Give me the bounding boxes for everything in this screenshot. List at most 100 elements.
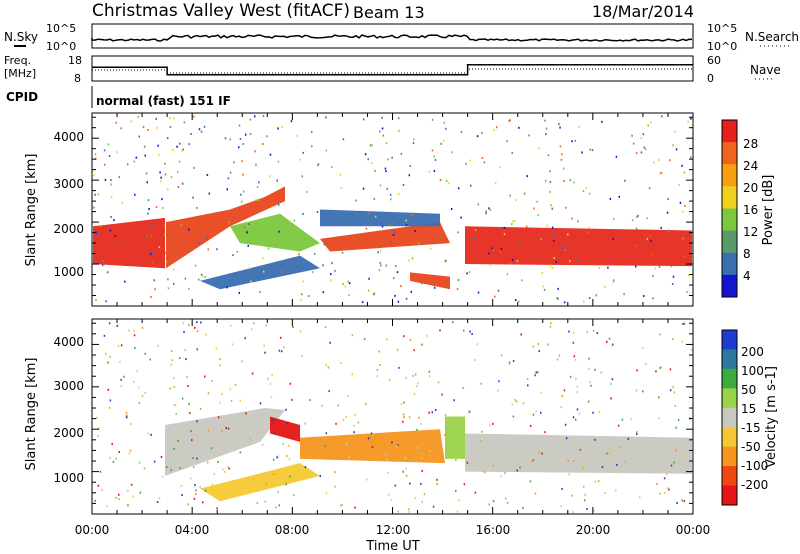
- velocity-speckle: [488, 503, 490, 506]
- power-speckle: [444, 260, 447, 263]
- power-speckle: [110, 183, 113, 186]
- power-speckle: [601, 120, 603, 123]
- power-speckle: [559, 245, 561, 248]
- velocity-speckle: [95, 416, 98, 419]
- velocity-speckle: [253, 322, 255, 325]
- velocity-speckle: [663, 477, 666, 480]
- velocity-speckle: [402, 413, 405, 416]
- nsearch-tick-top: 10^5: [707, 22, 737, 35]
- power-speckle: [686, 290, 688, 293]
- power-speckle: [542, 285, 545, 288]
- power-speckle: [227, 177, 230, 180]
- power-speckle: [342, 283, 344, 286]
- power-speckle: [204, 275, 207, 278]
- power-colorbar: [721, 119, 738, 298]
- velocity-speckle: [195, 489, 197, 492]
- velocity-speckle: [434, 408, 437, 411]
- power-speckle: [385, 142, 388, 145]
- velocity-speckle: [120, 344, 123, 347]
- power-speckle: [188, 288, 190, 291]
- velocity-speckle: [492, 464, 494, 467]
- velocity-speckle: [611, 344, 613, 347]
- velocity-data-layer: [94, 321, 693, 513]
- power-speckle: [316, 211, 319, 214]
- velocity-speckle: [421, 500, 423, 503]
- power-speckle: [105, 300, 107, 303]
- power-speckle: [682, 237, 684, 240]
- velocity-speckle: [421, 343, 423, 346]
- velocity-speckle: [141, 326, 144, 329]
- velocity-speckle: [568, 330, 570, 333]
- power-speckle: [549, 180, 552, 183]
- velocity-speckle: [335, 422, 337, 425]
- power-speckle: [347, 280, 349, 283]
- velocity-speckle: [271, 374, 273, 377]
- vel-cb-tick-50: 50: [741, 383, 756, 397]
- power-speckle: [540, 238, 542, 241]
- power-speckle: [356, 212, 358, 215]
- velocity-speckle: [492, 500, 495, 503]
- velocity-speckle: [281, 350, 283, 353]
- vel-cb-tick-15: 15: [741, 402, 756, 416]
- velocity-speckle: [547, 343, 549, 346]
- velocity-speckle: [285, 455, 288, 458]
- power-speckle: [439, 235, 441, 238]
- velocity-speckle: [160, 456, 163, 459]
- velocity-speckle: [474, 359, 476, 362]
- power-speckle: [95, 298, 97, 301]
- power-speckle: [658, 158, 660, 161]
- power-speckle: [543, 288, 546, 291]
- nsky-tick-top: 10^5: [46, 22, 76, 35]
- power-speckle: [267, 247, 270, 250]
- power-speckle: [612, 279, 615, 282]
- velocity-speckle: [376, 368, 379, 371]
- power-speckle: [310, 130, 313, 133]
- velocity-speckle: [522, 402, 525, 405]
- velocity-speckle: [400, 402, 403, 405]
- velocity-speckle: [408, 416, 411, 419]
- power-speckle: [256, 185, 259, 188]
- power-speckle: [384, 167, 387, 170]
- velocity-speckle: [103, 334, 106, 337]
- velocity-speckle: [284, 430, 287, 433]
- power-speckle: [313, 252, 316, 255]
- velocity-speckle: [183, 331, 185, 334]
- velocity-colorbar-label: Velocity [m s-1]: [764, 366, 779, 468]
- power-speckle: [325, 149, 328, 152]
- nave-tick-top: 60: [707, 54, 721, 67]
- power-speckle: [311, 145, 313, 148]
- power-speckle: [243, 226, 246, 229]
- velocity-speckle: [289, 475, 291, 478]
- power-speckle: [545, 127, 548, 130]
- velocity-speckle: [224, 425, 226, 428]
- velocity-speckle: [397, 510, 399, 513]
- freq-tick-bottom: 8: [74, 72, 81, 85]
- power-speckle: [97, 193, 100, 196]
- velocity-speckle: [173, 447, 175, 450]
- velocity-speckle: [560, 505, 562, 508]
- power-speckle: [609, 197, 612, 200]
- velocity-speckle: [627, 437, 630, 440]
- power-speckle: [374, 215, 377, 218]
- power-speckle: [159, 171, 161, 174]
- velocity-speckle: [659, 492, 661, 495]
- power-speckle: [674, 130, 677, 133]
- power-speckle: [115, 121, 117, 124]
- velocity-speckle: [325, 492, 328, 495]
- velocity-speckle: [184, 349, 187, 352]
- power-speckle: [635, 152, 638, 155]
- velocity-speckle: [272, 458, 275, 461]
- power-speckle: [169, 125, 172, 128]
- power-speckle: [300, 293, 303, 296]
- velocity-speckle: [289, 382, 292, 385]
- power-speckle: [598, 266, 600, 269]
- velocity-speckle: [304, 422, 306, 425]
- power-speckle: [277, 160, 280, 163]
- velocity-speckle: [512, 415, 515, 418]
- power-cb-tick-4: 4: [743, 269, 751, 283]
- power-speckle: [361, 301, 364, 304]
- velocity-speckle: [669, 389, 672, 392]
- power-speckle: [249, 267, 251, 270]
- velocity-axis-ticks: [91, 319, 694, 515]
- power-speckle: [239, 137, 242, 140]
